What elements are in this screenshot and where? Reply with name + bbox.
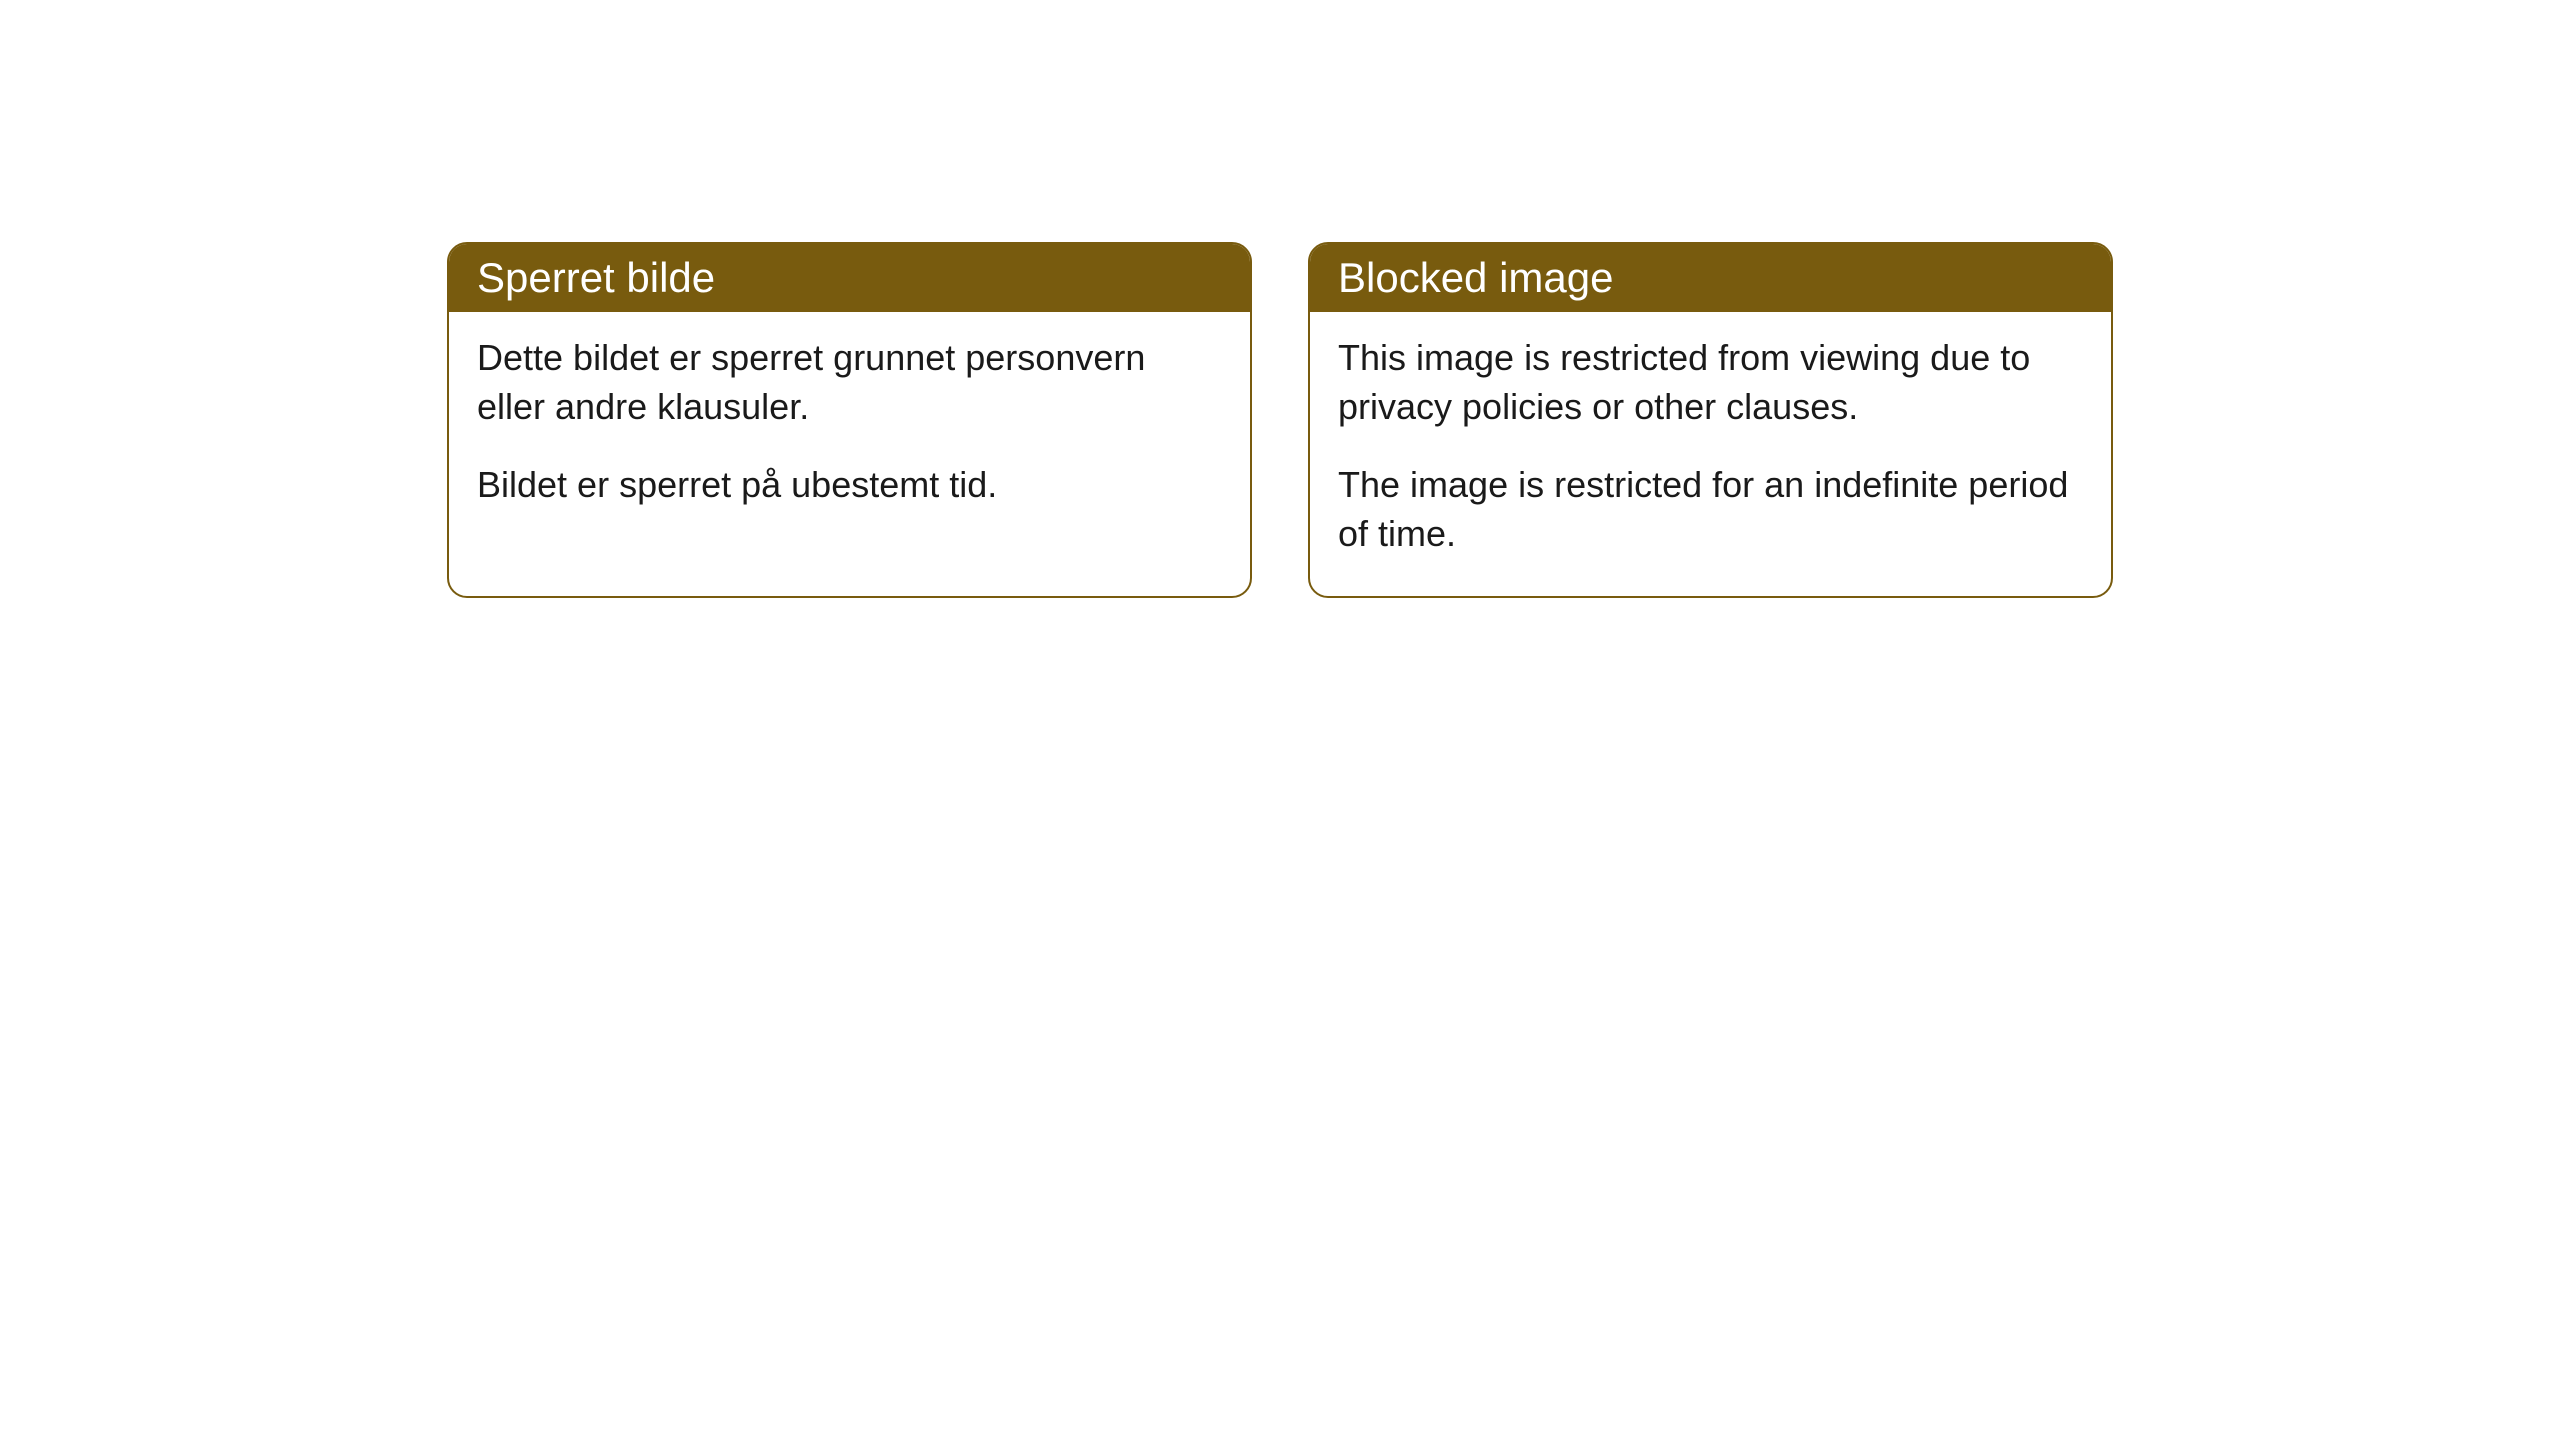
card-body-norwegian: Dette bildet er sperret grunnet personve… (449, 312, 1250, 548)
notice-card-norwegian: Sperret bilde Dette bildet er sperret gr… (447, 242, 1252, 598)
notice-paragraph: Dette bildet er sperret grunnet personve… (477, 334, 1222, 431)
card-header-english: Blocked image (1310, 244, 2111, 312)
notice-container: Sperret bilde Dette bildet er sperret gr… (447, 242, 2113, 598)
notice-paragraph: This image is restricted from viewing du… (1338, 334, 2083, 431)
notice-paragraph: The image is restricted for an indefinit… (1338, 461, 2083, 558)
card-body-english: This image is restricted from viewing du… (1310, 312, 2111, 596)
notice-paragraph: Bildet er sperret på ubestemt tid. (477, 461, 1222, 510)
card-header-norwegian: Sperret bilde (449, 244, 1250, 312)
notice-card-english: Blocked image This image is restricted f… (1308, 242, 2113, 598)
